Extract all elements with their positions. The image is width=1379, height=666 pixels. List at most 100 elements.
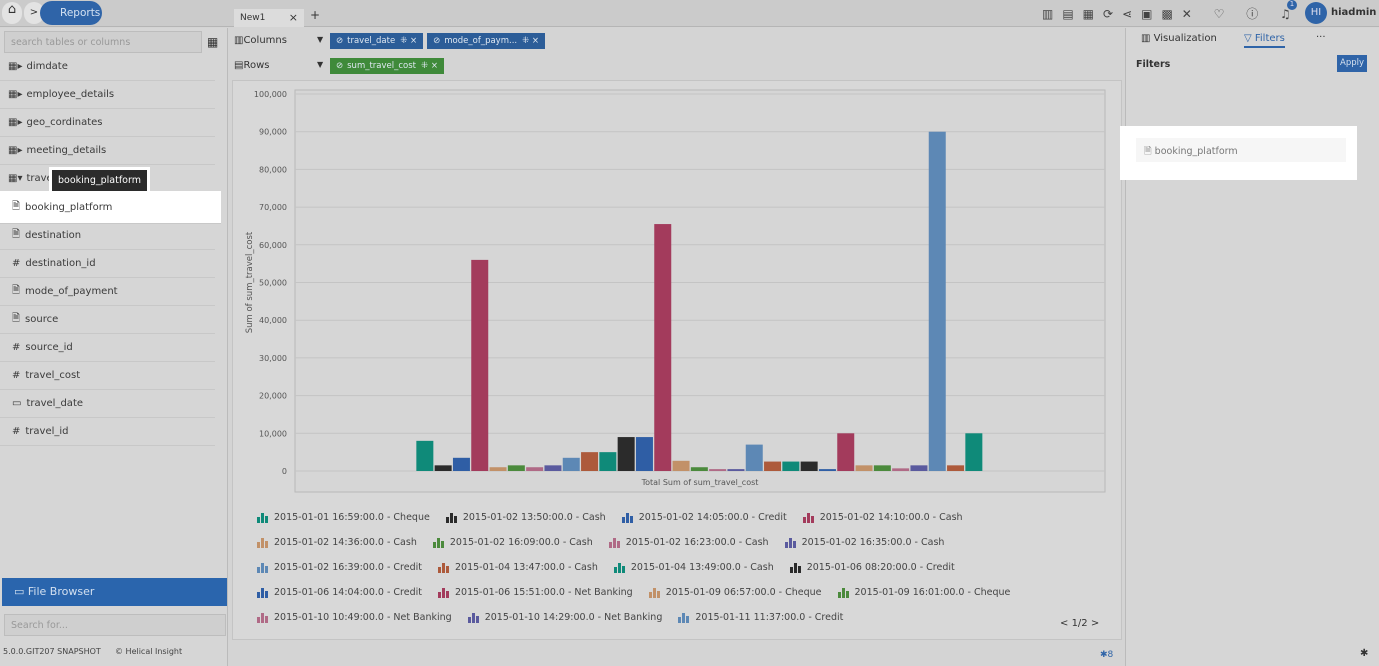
legend-item[interactable]: 2015-01-10 10:49:00.0 - Net Banking bbox=[257, 612, 452, 623]
tab-close[interactable]: × bbox=[288, 11, 298, 24]
legend-item[interactable]: 2015-01-06 08:20:00.0 - Credit bbox=[789, 562, 955, 573]
y-tick-label: 70,000 bbox=[259, 203, 287, 212]
legend-label: 2015-01-02 16:35:00.0 - Cash bbox=[801, 537, 945, 548]
legend-icon bbox=[621, 512, 633, 523]
bar bbox=[709, 469, 727, 471]
pill[interactable]: ⊘ sum_travel_cost ⁜ × bbox=[330, 58, 444, 74]
legend-item[interactable]: 2015-01-04 13:49:00.0 - Cash bbox=[613, 562, 774, 573]
legend-item[interactable]: 2015-01-02 16:39:00.0 - Credit bbox=[257, 562, 422, 573]
field-row[interactable]: 🗎 source bbox=[0, 306, 215, 334]
legend-item[interactable]: 2015-01-02 16:35:00.0 - Cash bbox=[784, 537, 945, 548]
legend-icon-bar bbox=[625, 512, 629, 523]
field-row[interactable]: 🗎 booking_platform bbox=[0, 191, 221, 224]
bar bbox=[782, 461, 800, 471]
user-name[interactable]: hiadmin bbox=[1331, 7, 1377, 18]
tab-label: New1 bbox=[240, 13, 266, 23]
tab[interactable]: New1 × bbox=[234, 9, 304, 27]
legend-item[interactable]: 2015-01-06 14:04:00.0 - Credit bbox=[257, 587, 422, 598]
field-name: travel_date bbox=[26, 398, 84, 409]
more-menu[interactable]: ··· bbox=[1316, 32, 1326, 43]
legend-item[interactable]: 2015-01-10 14:29:00.0 - Net Banking bbox=[467, 612, 662, 623]
legend-item[interactable]: 2015-01-01 16:59:00.0 - Cheque bbox=[257, 512, 430, 523]
tab-label: Filters bbox=[1254, 33, 1285, 44]
table-row[interactable]: ▦▸ geo_cordinates bbox=[0, 109, 215, 137]
filter-label: booking_platform bbox=[1154, 146, 1238, 157]
legend-icon-bar bbox=[845, 590, 849, 598]
visualization-tab[interactable]: ▥ Visualization bbox=[1141, 33, 1217, 44]
field-name: destination_id bbox=[25, 258, 96, 269]
legend-item[interactable]: 2015-01-11 11:37:00.0 - Credit bbox=[678, 612, 843, 623]
pill[interactable]: ⊘ travel_date ⁜ × bbox=[330, 33, 424, 49]
legend-item[interactable]: 2015-01-04 13:47:00.0 - Cash bbox=[438, 562, 598, 573]
new-tab[interactable]: + bbox=[310, 8, 321, 22]
legend-icon-bar bbox=[265, 615, 268, 623]
home-button[interactable]: ⌂ bbox=[2, 2, 22, 24]
legend-icon-bar bbox=[436, 537, 440, 548]
tab-label: Visualization bbox=[1153, 33, 1217, 44]
legend-item[interactable]: 2015-01-09 06:57:00.0 - Cheque bbox=[648, 587, 822, 598]
field-row[interactable]: # travel_id bbox=[0, 418, 215, 446]
pill-icon: ⊘ bbox=[433, 36, 441, 46]
dropdown[interactable]: ▼ bbox=[317, 60, 324, 69]
dropdown[interactable]: ▼ bbox=[317, 35, 324, 44]
avatar[interactable]: HI bbox=[1305, 2, 1327, 24]
legend-icon-bar bbox=[797, 565, 801, 573]
pill-actions[interactable]: ⁜ × bbox=[522, 36, 540, 46]
bar bbox=[416, 440, 434, 471]
filters-tab[interactable]: ▽ Filters bbox=[1244, 33, 1285, 48]
legend-icon bbox=[257, 587, 268, 598]
legend-icon-bar bbox=[686, 615, 690, 623]
table-icon: ▦▸ bbox=[8, 117, 23, 128]
field-row[interactable]: # destination_id bbox=[0, 250, 215, 278]
reports-button[interactable]: Reports bbox=[40, 1, 102, 25]
pill[interactable]: ⊘ mode_of_paym... ⁜ × bbox=[427, 33, 546, 49]
legend-icon-bar bbox=[442, 562, 445, 573]
field-icon: # bbox=[12, 258, 21, 269]
field-row[interactable]: # source_id bbox=[0, 334, 215, 362]
legend-item[interactable]: 2015-01-02 16:09:00.0 - Cash bbox=[432, 537, 593, 548]
legend-icon-bar bbox=[261, 512, 264, 523]
legend-icon-bar bbox=[793, 562, 797, 573]
legend-icon-bar bbox=[837, 591, 841, 598]
pin[interactable]: ✱ bbox=[1360, 648, 1369, 659]
legend-item[interactable]: 2015-01-02 14:36:00.0 - Cash bbox=[257, 537, 417, 548]
table-row[interactable]: ▦▸ dimdate bbox=[0, 53, 215, 81]
legend-item[interactable]: 2015-01-02 16:23:00.0 - Cash bbox=[608, 537, 769, 548]
legend-item[interactable]: 2015-01-02 14:05:00.0 - Credit bbox=[621, 512, 787, 523]
bar bbox=[837, 433, 855, 471]
apply-button[interactable]: Apply bbox=[1337, 55, 1367, 72]
rows-label: Rows bbox=[243, 60, 270, 71]
legend-icon-bar bbox=[475, 615, 479, 623]
legend-icon-bar bbox=[621, 516, 625, 523]
table-search[interactable]: search tables or columns bbox=[4, 31, 202, 53]
bar bbox=[965, 433, 983, 471]
nav-arrow[interactable]: > bbox=[24, 2, 44, 24]
y-tick-label: 0 bbox=[282, 467, 287, 476]
legend-item[interactable]: 2015-01-02 13:50:00.0 - Cash bbox=[445, 512, 606, 523]
field-row[interactable]: 🗎 mode_of_payment bbox=[0, 278, 215, 306]
legend-item[interactable]: 2015-01-09 16:01:00.0 - Cheque bbox=[837, 587, 1010, 598]
file-browser-label: File Browser bbox=[27, 585, 95, 598]
field-search[interactable]: Search for... bbox=[4, 614, 226, 636]
legend-item[interactable]: 2015-01-02 14:10:00.0 - Cash bbox=[802, 512, 963, 523]
filter-item[interactable]: 🗎 booking_platform bbox=[1136, 138, 1346, 162]
legend-item[interactable]: 2015-01-06 15:51:00.0 - Net Banking bbox=[438, 587, 633, 598]
legend-icon-bar bbox=[616, 540, 620, 548]
legend-icon-bar bbox=[442, 587, 445, 598]
legend-pager[interactable]: < 1/2 > bbox=[1060, 618, 1100, 629]
pill-actions[interactable]: ⁜ × bbox=[400, 36, 418, 46]
table-row[interactable]: ▦▸ meeting_details bbox=[0, 137, 215, 165]
legend-icon-bar bbox=[652, 587, 656, 598]
field-row[interactable]: 🗎 destination bbox=[0, 222, 215, 250]
grid-icon[interactable]: ▦ bbox=[207, 35, 219, 49]
table-row[interactable]: ▦▸ employee_details bbox=[0, 81, 215, 109]
field-row[interactable]: # travel_cost bbox=[0, 362, 215, 390]
bar bbox=[489, 467, 507, 471]
field-row[interactable]: ▭ travel_date bbox=[0, 390, 215, 418]
legend-icon-bar bbox=[446, 565, 449, 573]
file-browser-button[interactable]: ▭ File Browser bbox=[2, 578, 227, 606]
toolbar-icons[interactable]: ▥▤▦⟳⋖▣▩✕ ♡ ⓘ ♫ bbox=[1042, 7, 1300, 21]
legend-icon-bar bbox=[612, 537, 616, 548]
pill-actions[interactable]: ⁜ × bbox=[421, 61, 438, 71]
